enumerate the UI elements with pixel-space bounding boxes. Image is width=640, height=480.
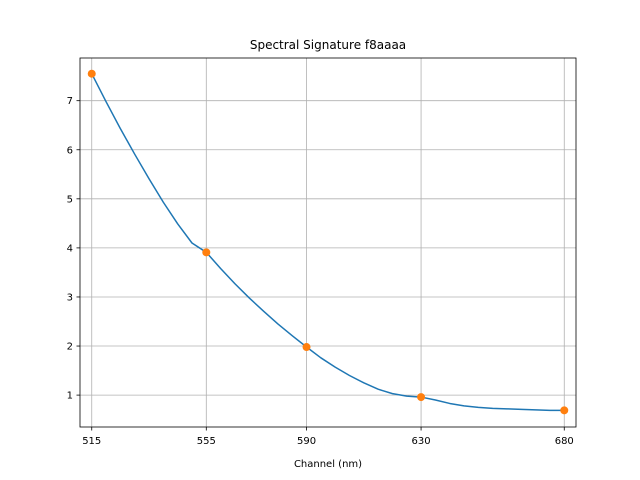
x-tick-label-1: 555: [197, 436, 216, 447]
data-point-4: [560, 406, 569, 415]
data-point-2: [302, 343, 311, 352]
plot-frame: [79, 57, 577, 428]
x-tick-label-3: 630: [412, 436, 431, 447]
x-tick-label-2: 590: [297, 436, 316, 447]
chart-title: Spectral Signature f8aaaa: [250, 38, 406, 52]
y-tick-label-2: 3: [67, 292, 73, 303]
y-tick-label-5: 6: [67, 145, 73, 156]
x-tick-label-4: 680: [555, 436, 574, 447]
data-point-3: [417, 393, 426, 402]
series-curve-line: [91, 73, 565, 412]
series-curve-layer: [91, 73, 565, 412]
x-axis-label: Channel (nm): [294, 459, 362, 470]
data-point-1: [202, 248, 211, 257]
y-tick-label-6: 7: [67, 96, 73, 107]
series-marker-layer: [87, 69, 569, 415]
y-tick-label-3: 4: [67, 243, 73, 254]
x-tick-label-0: 515: [82, 436, 101, 447]
data-point-0: [87, 69, 96, 78]
x-axis-ticks: 515 555 590 630 680: [82, 427, 574, 447]
y-tick-label-0: 1: [67, 391, 73, 402]
y-tick-label-1: 2: [67, 342, 73, 353]
y-axis-ticks: 1 2 3 4 5 6 7: [67, 96, 80, 402]
grid: [80, 58, 576, 427]
y-tick-label-4: 5: [67, 194, 73, 205]
